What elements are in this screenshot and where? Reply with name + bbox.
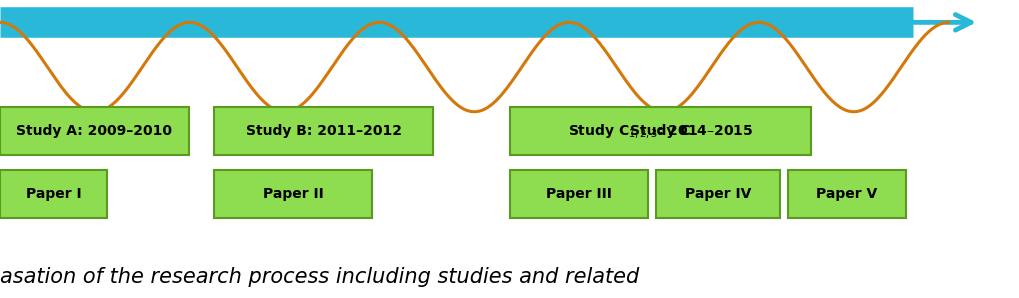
- Text: Study C: Study C: [630, 124, 690, 138]
- FancyBboxPatch shape: [214, 170, 372, 218]
- Text: Study B: 2011–2012: Study B: 2011–2012: [246, 124, 401, 138]
- Text: Paper II: Paper II: [263, 187, 323, 201]
- FancyBboxPatch shape: [0, 107, 189, 155]
- FancyBboxPatch shape: [510, 170, 647, 218]
- FancyBboxPatch shape: [214, 107, 433, 155]
- FancyBboxPatch shape: [0, 170, 107, 218]
- Text: Study C$_{1,2,3}$: 2014–2015: Study C$_{1,2,3}$: 2014–2015: [568, 122, 752, 140]
- Text: Study A: 2009–2010: Study A: 2009–2010: [16, 124, 172, 138]
- Text: Paper IV: Paper IV: [684, 187, 751, 201]
- Text: Paper III: Paper III: [545, 187, 611, 201]
- FancyBboxPatch shape: [510, 107, 810, 155]
- Text: Paper V: Paper V: [815, 187, 877, 201]
- FancyBboxPatch shape: [655, 170, 780, 218]
- FancyBboxPatch shape: [788, 170, 905, 218]
- Text: asation of the research process including studies and related: asation of the research process includin…: [0, 267, 639, 287]
- Text: Paper I: Paper I: [25, 187, 82, 201]
